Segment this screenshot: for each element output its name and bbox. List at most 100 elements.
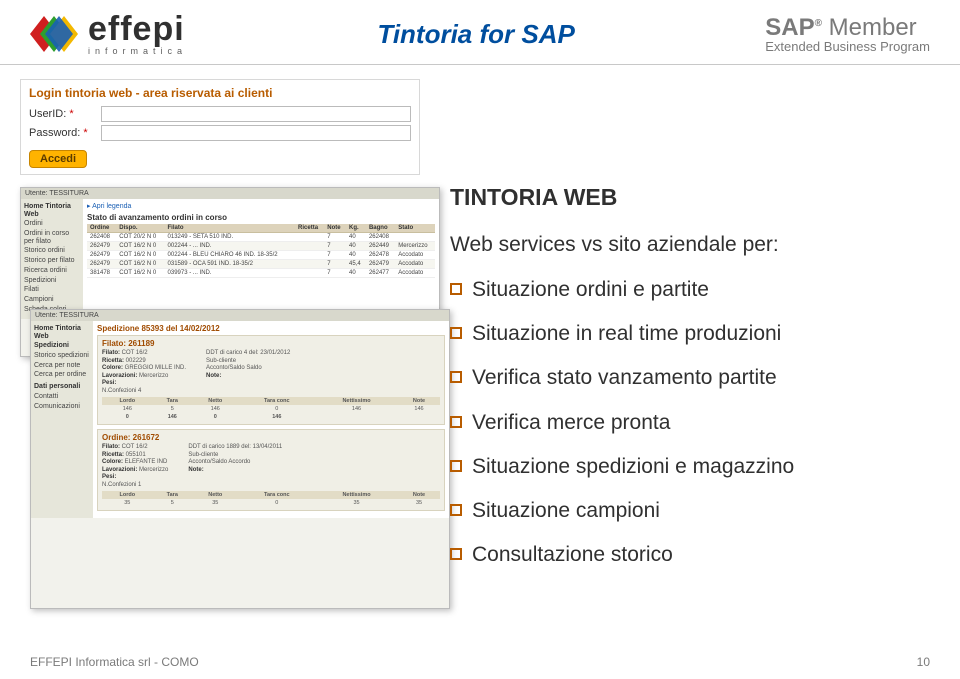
order-title: Filato: 261189 <box>102 339 440 348</box>
mini-total: 146 <box>239 413 315 421</box>
table-cell: 45,4 <box>346 260 366 269</box>
table-header: Ordine <box>87 224 116 233</box>
order-left-details: Filato: COT 16/2Ricetta: 055101Colore: E… <box>102 444 168 474</box>
logo-name: effepi <box>88 12 187 46</box>
table-header: Kg. <box>346 224 366 233</box>
mini-td: 35 <box>315 499 398 507</box>
order-block: Filato: 261189Filato: COT 16/2Ricetta: 0… <box>97 335 445 425</box>
login-title: Login tintoria web - area riservata ai c… <box>29 86 411 100</box>
sidebar-item[interactable]: Filati <box>24 286 80 294</box>
sidebar-item[interactable]: Storico per filato <box>24 257 80 265</box>
required-star: * <box>69 108 73 120</box>
sidebar-item[interactable]: Cerca per note <box>34 362 90 370</box>
bullet-item: Situazione campioni <box>450 498 930 523</box>
table-row[interactable]: 262479COT 16/2 N 0031589 - OCA 591 IND. … <box>87 260 435 269</box>
text-content: TINTORIA WEB Web services vs sito aziend… <box>450 184 930 586</box>
sidebar-section2: Dati personali <box>34 383 90 391</box>
login-screenshot: Login tintoria web - area riservata ai c… <box>20 79 420 175</box>
bullet-square-icon <box>450 371 462 383</box>
table-cell: 7 <box>324 242 346 251</box>
table-cell: 002244 - ... IND. <box>165 242 296 251</box>
sidebar-item[interactable]: Spedizioni <box>24 277 80 285</box>
bullet-text: Situazione in real time produzioni <box>472 321 781 346</box>
mini-total: 146 <box>153 413 192 421</box>
table-cell: 262479 <box>87 242 116 251</box>
sidebar-title2: Home Tintoria Web <box>34 325 90 340</box>
mini-th: Tara conc <box>239 491 315 499</box>
bullet-item: Verifica merce pronta <box>450 410 930 435</box>
mini-td: 0 <box>239 405 315 413</box>
bullet-text: Situazione campioni <box>472 498 660 523</box>
sidebar-item[interactable]: Cerca per ordine <box>34 371 90 379</box>
mini-total <box>315 413 398 421</box>
logo-subtitle: informatica <box>88 46 187 56</box>
table-header: Note <box>324 224 346 233</box>
table-cell: 7 <box>324 260 346 269</box>
bullet-item: Situazione spedizioni e magazzino <box>450 454 930 479</box>
footer-company: EFFEPI Informatica srl - COMO <box>30 655 199 669</box>
mini-th: Nettissimo <box>315 397 398 405</box>
table-cell: 262408 <box>366 233 395 242</box>
table-cell: 40 <box>346 251 366 260</box>
mini-total: 0 <box>102 413 153 421</box>
sap-registered: ® <box>815 18 822 29</box>
order-pesi: Pesi: <box>102 474 440 482</box>
bullet-square-icon <box>450 548 462 560</box>
table-cell <box>295 251 324 260</box>
table-cell: 262449 <box>366 242 395 251</box>
mini-th: Nettissimo <box>315 491 398 499</box>
header-divider <box>0 64 960 65</box>
sidebar-item[interactable]: Ordini <box>24 220 80 228</box>
table-cell: 013249 - SETA 510 IND. <box>165 233 296 242</box>
table-cell: 40 <box>346 242 366 251</box>
table-cell <box>295 233 324 242</box>
table-row[interactable]: 381478COT 16/2 N 0039973 - ... IND.74026… <box>87 269 435 278</box>
sidebar-item[interactable]: Ordini in corso per filato <box>24 230 80 245</box>
table-cell: 002244 - BLEU CHIARO 46 IND. 18-35/2 <box>165 251 296 260</box>
table-cell: COT 16/2 N 0 <box>116 251 164 260</box>
sidebar-section: Spedizioni <box>34 342 90 350</box>
mini-th: Lordo <box>102 491 153 499</box>
password-input[interactable] <box>101 125 411 141</box>
legend-toggle[interactable]: ▸ Apri legenda <box>87 202 435 210</box>
shipment-screenshot: Utente: TESSITURA Home Tintoria Web Sped… <box>30 309 450 609</box>
bullet-text: Verifica merce pronta <box>472 410 670 435</box>
mini-td: 146 <box>398 405 440 413</box>
sidebar-item[interactable]: Ricerca ordini <box>24 267 80 275</box>
bullet-text: Verifica stato vanzamento partite <box>472 365 777 390</box>
bullet-item: Verifica stato vanzamento partite <box>450 365 930 390</box>
table-header: Dispo. <box>116 224 164 233</box>
pass-label: Password: <box>29 127 80 139</box>
table-row[interactable]: 262408COT 20/2 N 0013249 - SETA 510 IND.… <box>87 233 435 242</box>
mini-th: Tara <box>153 491 192 499</box>
sidebar-item[interactable]: Comunicazioni <box>34 403 90 411</box>
sap-member-word: Member <box>829 14 917 41</box>
login-button[interactable]: Accedi <box>29 150 87 168</box>
slide-header: effepi informatica Tintoria for SAP SAP®… <box>0 0 960 64</box>
table-row[interactable]: 262479COT 16/2 N 0002244 - BLEU CHIARO 4… <box>87 251 435 260</box>
table-cell <box>295 269 324 278</box>
order-pesi: Pesi: <box>102 380 440 388</box>
table-cell: 262479 <box>87 260 116 269</box>
order-title: Ordine: 261672 <box>102 433 440 442</box>
table-row[interactable]: 262479COT 16/2 N 0002244 - ... IND.74026… <box>87 242 435 251</box>
sidebar-item[interactable]: Storico ordini <box>24 247 80 255</box>
table-cell: COT 16/2 N 0 <box>116 269 164 278</box>
userid-input[interactable] <box>101 106 411 122</box>
order-right-details: DDT di carico 4 del: 23/01/2012Sub-clien… <box>206 350 290 380</box>
weights-table: LordoTaraNettoTara concNettissimoNote146… <box>102 397 440 421</box>
table-cell: 40 <box>346 233 366 242</box>
sidebar-item[interactable]: Campioni <box>24 296 80 304</box>
mini-th: Note <box>398 397 440 405</box>
sap-brand: SAP <box>765 14 814 41</box>
user-label: UserID: <box>29 108 66 120</box>
table-cell: 7 <box>324 251 346 260</box>
sidebar-item[interactable]: Storico spedizioni <box>34 352 90 360</box>
bullet-square-icon <box>450 416 462 428</box>
mini-td: 35 <box>398 499 440 507</box>
table-cell: 7 <box>324 269 346 278</box>
sidebar-item[interactable]: Contatti <box>34 393 90 401</box>
bullet-square-icon <box>450 460 462 472</box>
mini-td: 146 <box>315 405 398 413</box>
table-cell: Accodato <box>395 269 435 278</box>
